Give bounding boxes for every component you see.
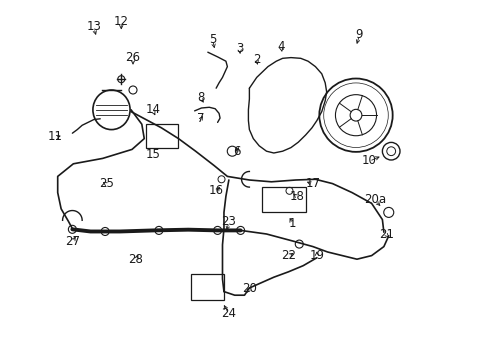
Text: 13: 13 [86,21,101,33]
Text: 23: 23 [221,215,236,228]
Text: 7: 7 [196,112,204,125]
Text: 2: 2 [252,53,260,66]
Text: 3: 3 [235,42,243,55]
Text: 9: 9 [355,28,363,41]
Text: 21: 21 [378,228,393,240]
Text: 16: 16 [208,184,223,197]
Text: 19: 19 [309,249,324,262]
Text: 17: 17 [305,177,320,190]
Bar [261,187,305,212]
Text: 27: 27 [65,235,80,248]
Text: 28: 28 [128,253,143,266]
Text: 12: 12 [114,15,128,28]
Text: 8: 8 [196,91,204,104]
Text: 10: 10 [361,154,376,167]
Text: 15: 15 [145,148,160,161]
Text: 14: 14 [145,103,160,116]
Text: 4: 4 [277,40,285,53]
Text: 24: 24 [221,307,236,320]
Text: 20a: 20a [364,193,386,206]
Text: 5: 5 [208,33,216,46]
Text: 25: 25 [99,177,114,190]
Text: 18: 18 [289,190,304,203]
Bar [190,274,224,300]
Text: 26: 26 [125,51,140,64]
Text: 20: 20 [242,282,256,294]
Bar [145,124,177,148]
Text: 22: 22 [281,249,295,262]
Text: 1: 1 [288,217,296,230]
Text: 6: 6 [233,145,241,158]
Text: 11: 11 [47,130,62,143]
